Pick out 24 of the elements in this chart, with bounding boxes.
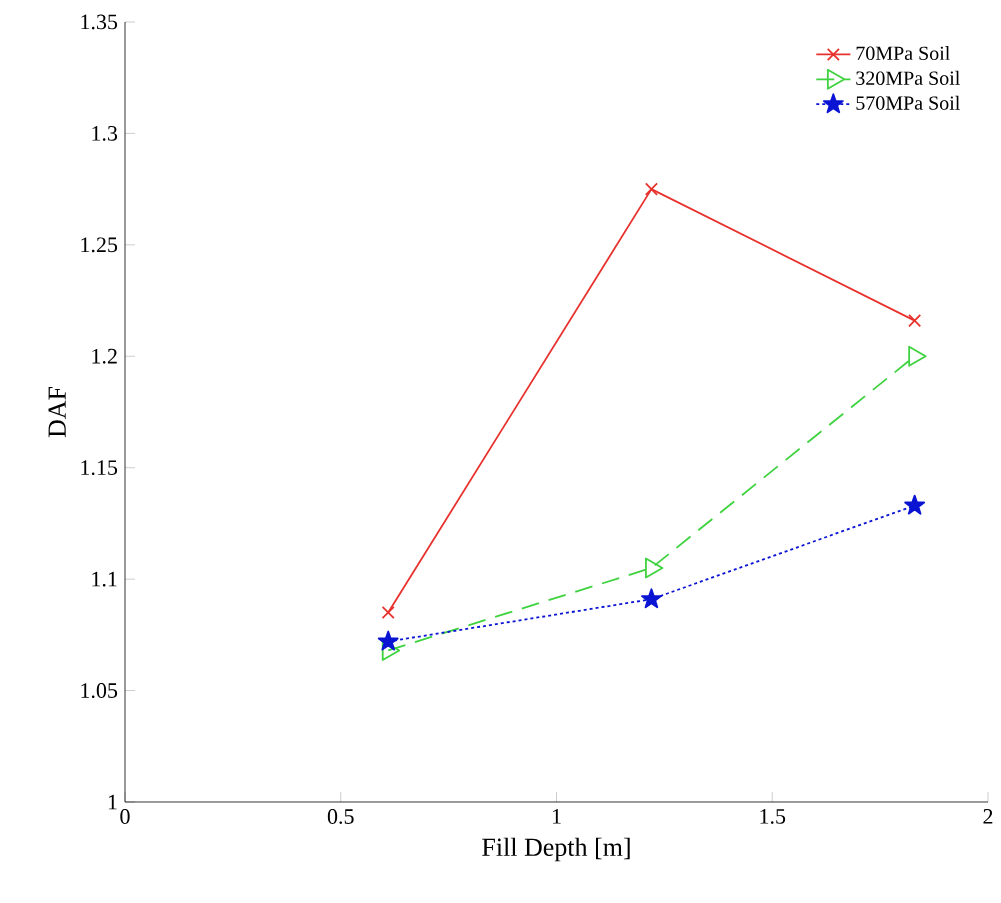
point — [904, 494, 926, 515]
y-tick-label: 1.25 — [81, 237, 118, 253]
x-tick-label: 1 — [552, 809, 561, 824]
legend-label: 570MPa Soil — [856, 95, 960, 110]
x-tick-label: 1.5 — [760, 809, 786, 824]
y-axis-title: DAF — [48, 386, 66, 438]
x-tick-label: 0 — [120, 809, 130, 824]
y-tick-label: 1.05 — [81, 683, 118, 699]
y-tick-label: 1.2 — [92, 348, 117, 364]
point — [644, 182, 658, 196]
y-tick-label: 1.3 — [92, 125, 118, 141]
legend-label: 320MPa Soil — [856, 70, 960, 85]
x-tick-label: 0.5 — [327, 809, 354, 824]
y-tick-label: 1.15 — [81, 460, 118, 476]
point — [381, 606, 395, 620]
point — [377, 630, 399, 651]
y-tick-label: 1 — [108, 794, 117, 810]
x-tick-label: 2 — [983, 809, 993, 824]
point — [908, 314, 922, 328]
point — [641, 588, 662, 609]
x-axis-title: Fill Depth [m] — [482, 837, 630, 862]
legend-label: 70MPa Soil — [856, 45, 950, 61]
y-tick-label: 1.35 — [81, 14, 118, 30]
y-tick-label: 1.1 — [92, 571, 117, 587]
